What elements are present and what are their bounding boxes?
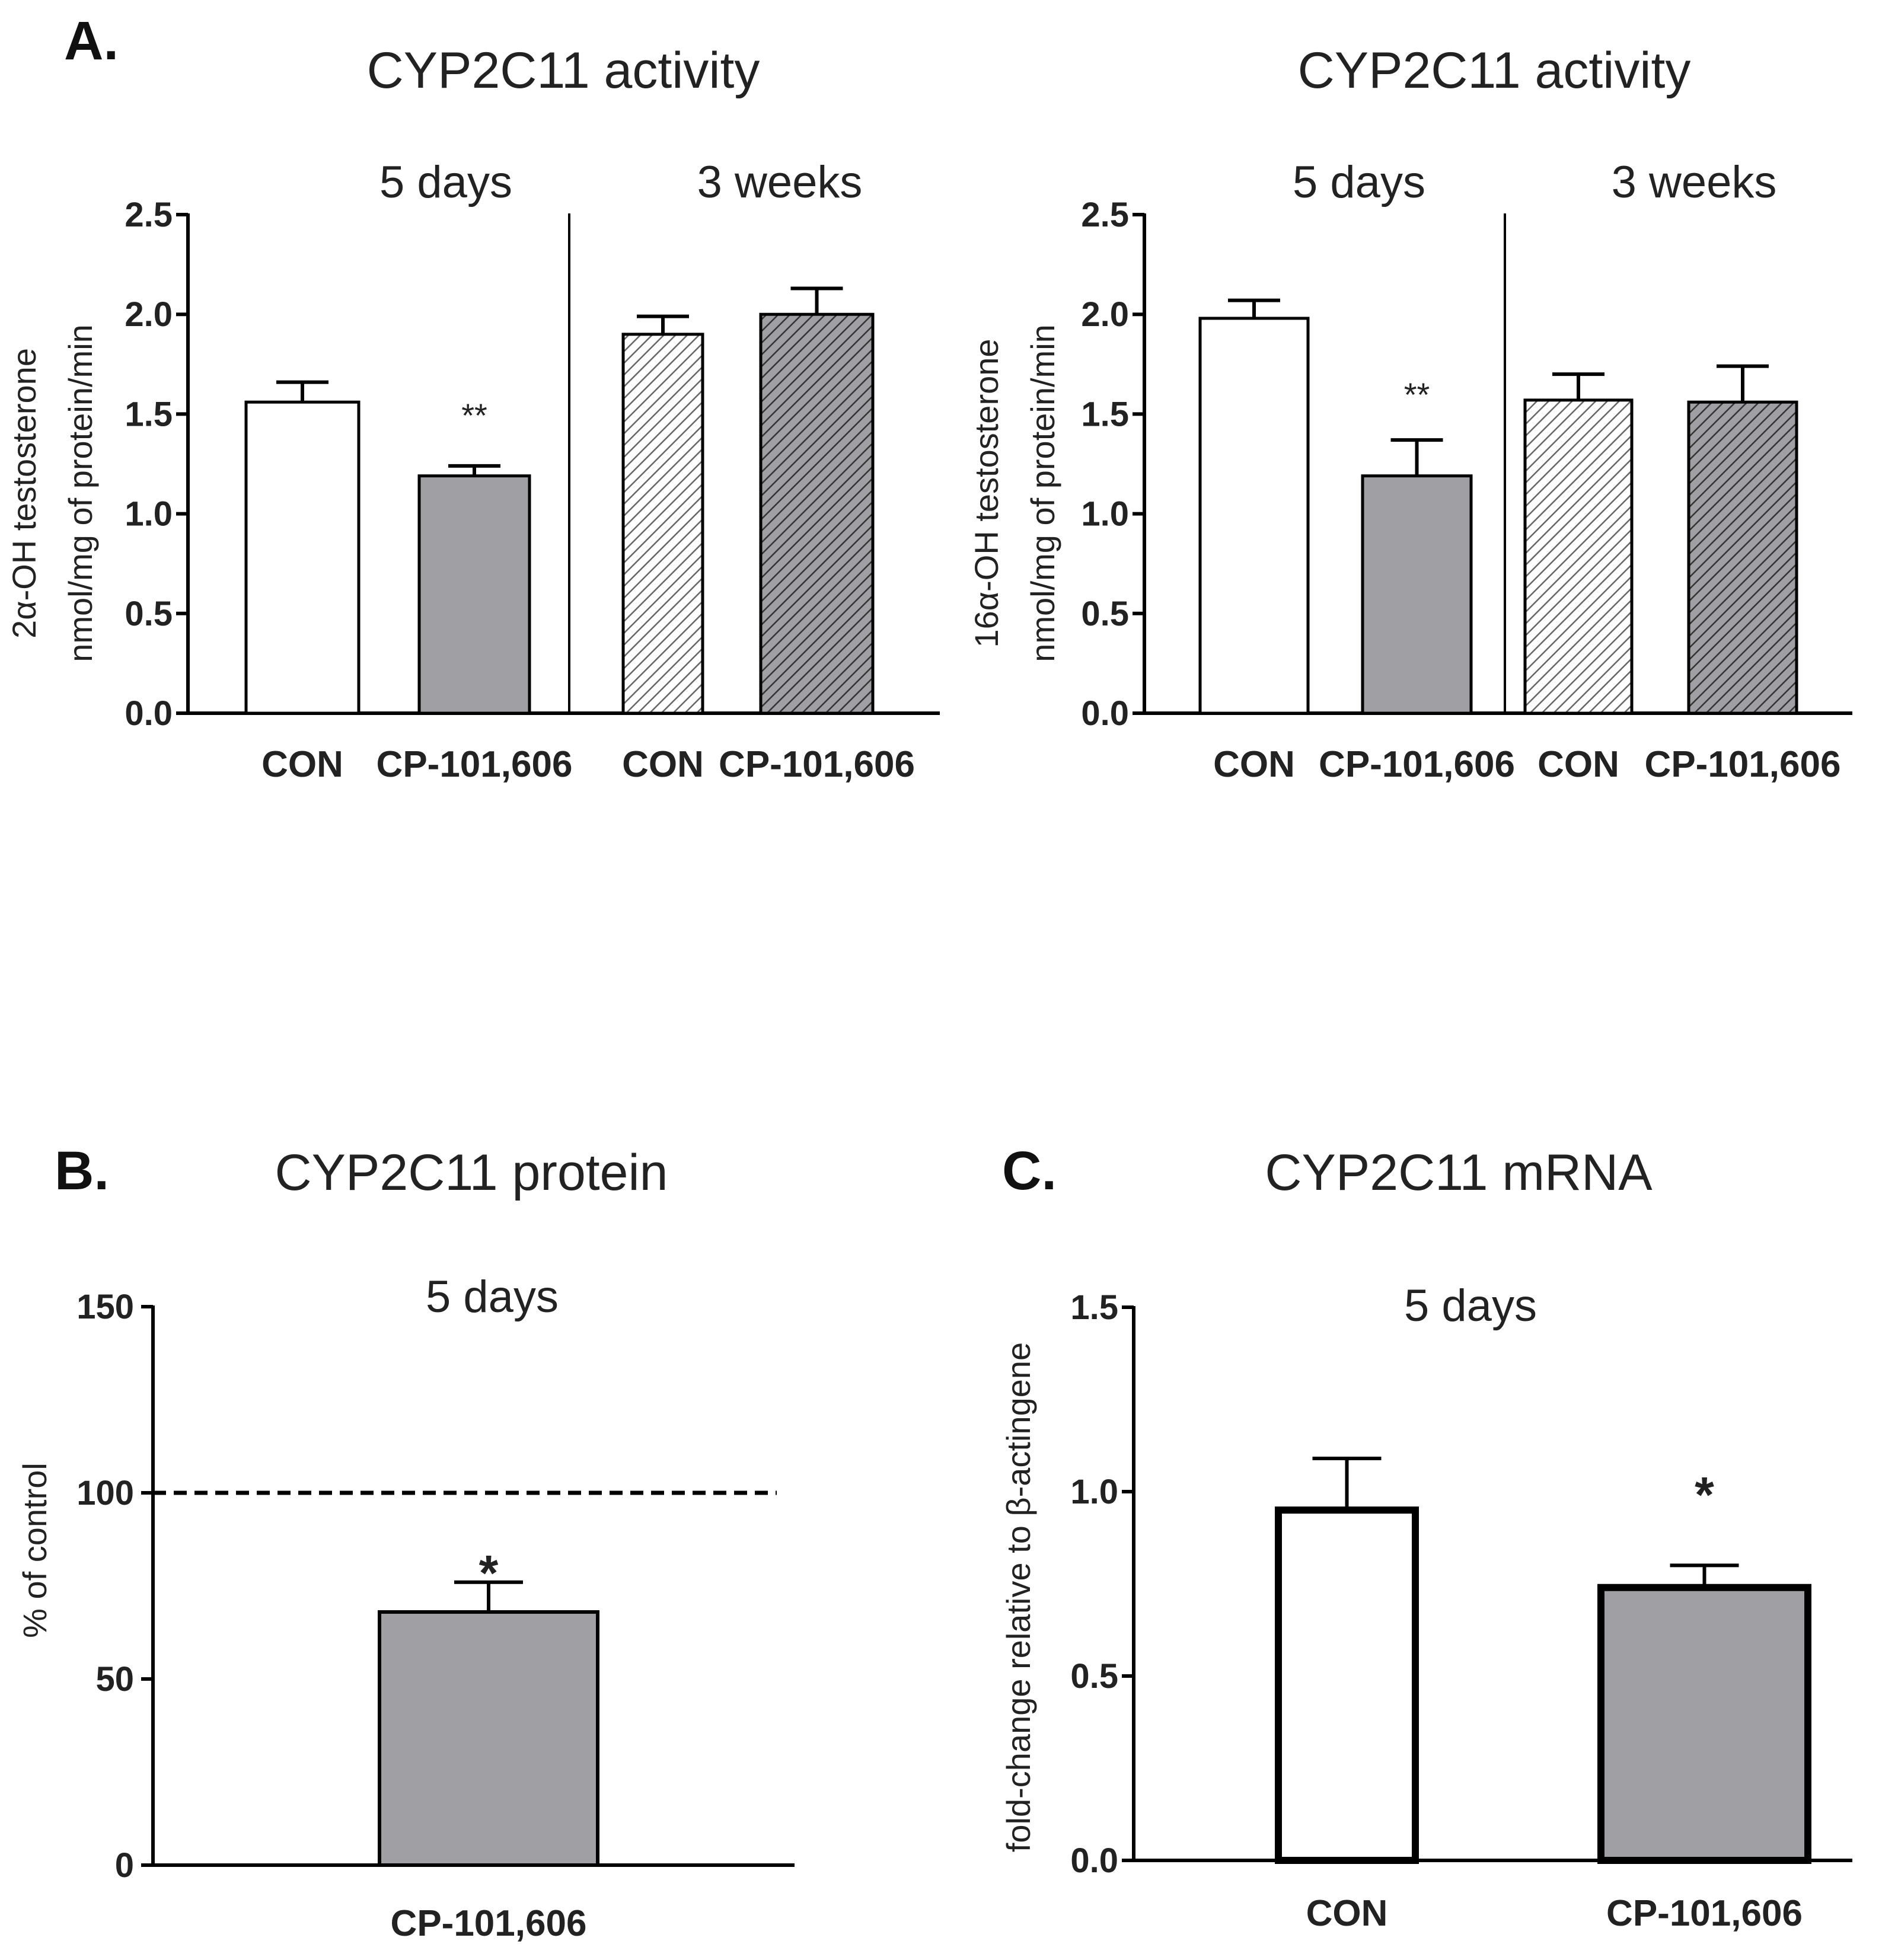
chart-a1-significance-marker: ** <box>461 397 487 434</box>
chart-c: CYP2C11 mRNA 5 days fold-change relative… <box>1000 1144 1852 1934</box>
chart-a2-y-tick-label: 0.5 <box>1081 595 1129 633</box>
chart-b-y-tick-label: 0 <box>115 1846 134 1885</box>
chart-a1-bar <box>417 474 531 715</box>
chart-b-group-label: 5 days <box>426 1272 559 1322</box>
chart-c-category-label: CP-101,606 <box>1606 1893 1803 1934</box>
chart-a2-y-tick-label: 1.5 <box>1081 395 1129 433</box>
chart-a1-bar <box>244 400 361 715</box>
chart-c-bar <box>1275 1506 1419 1865</box>
chart-c-group-label: 5 days <box>1404 1281 1537 1331</box>
chart-a2-bar <box>1687 400 1798 715</box>
chart-a1-category-label: CP-101,606 <box>377 744 573 785</box>
chart-a2-y-tick-label: 2.0 <box>1081 295 1129 334</box>
chart-b-plot: 0 50 100 150 CP-101,606 * <box>76 1288 795 1944</box>
chart-b-bar <box>378 1610 599 1867</box>
chart-b-significance-marker: * <box>479 1545 499 1601</box>
chart-c-y-tick-label: 1.0 <box>1070 1473 1118 1511</box>
chart-a1-category-label: CON <box>622 744 704 785</box>
chart-a2-group-label-0: 5 days <box>1293 157 1425 208</box>
chart-a2-bar <box>1361 474 1473 715</box>
chart-c-plot: 0.0 0.5 1.0 1.5 CON CP-101,606 * <box>1070 1288 1852 1934</box>
chart-b-y-tick-label: 50 <box>95 1660 134 1699</box>
chart-a1-y-tick-label: 1.0 <box>125 495 173 534</box>
chart-a1-title: CYP2C11 activity <box>367 42 760 99</box>
chart-a1-group-label-1: 3 weeks <box>697 157 863 208</box>
chart-a2-title: CYP2C11 activity <box>1298 42 1691 99</box>
chart-c-ylabel: fold-change relative to β-actingene <box>1000 1342 1037 1852</box>
chart-c-title: CYP2C11 mRNA <box>1265 1144 1653 1201</box>
chart-a1-y-tick-label: 0.5 <box>125 595 173 633</box>
chart-a2-category-label: CON <box>1537 744 1619 785</box>
chart-a1-plot: 0.0 0.5 1.0 1.5 2.0 2.5 CON CP-101,606 ** CON CP-1… <box>125 196 940 785</box>
chart-a2-category-label: CP-101,606 <box>1645 744 1841 785</box>
chart-c-category-label: CON <box>1306 1893 1388 1934</box>
chart-b-category-label: CP-101,606 <box>391 1903 587 1944</box>
chart-b: CYP2C11 protein 5 days % of control 0 50 1… <box>16 1144 795 1944</box>
chart-a1-category-label: CON <box>261 744 343 785</box>
chart-a1-bar <box>621 333 704 715</box>
chart-a1-ylabel-line-1: 2α-OH testosterone <box>5 348 43 639</box>
chart-a1-y-tick-label: 2.5 <box>125 196 173 234</box>
panel-letter-b: B. <box>55 1141 109 1201</box>
chart-a1-y-tick-label: 1.5 <box>125 395 173 433</box>
chart-c-y-tick-label: 1.5 <box>1070 1288 1118 1327</box>
chart-a1: CYP2C11 activity 5 days 3 weeks 2α-OH te… <box>5 42 940 785</box>
chart-a2-bar <box>1523 398 1634 715</box>
chart-a1-ylabel-line-2: nmol/mg of protein/min <box>62 324 99 662</box>
chart-c-y-tick-label: 0.5 <box>1070 1657 1118 1696</box>
chart-c-y-tick-label: 0.0 <box>1070 1841 1118 1880</box>
chart-a2-y-tick-label: 2.5 <box>1081 196 1129 234</box>
chart-a2-bar <box>1198 317 1310 715</box>
chart-b-title: CYP2C11 protein <box>275 1144 668 1201</box>
chart-b-y-tick-label: 100 <box>76 1474 134 1512</box>
chart-a2-ylabel-line-1: 16α-OH testosterone <box>968 339 1005 647</box>
chart-a1-bar <box>759 312 875 715</box>
panel-letter-a: A. <box>64 11 119 71</box>
chart-a2-ylabel-line-2: nmol/mg of protein/min <box>1024 324 1061 662</box>
chart-b-ylabel: % of control <box>16 1463 53 1638</box>
chart-a1-y-tick-label: 2.0 <box>125 295 173 334</box>
chart-a2: CYP2C11 activity 5 days 3 weeks 16α-OH t… <box>968 42 1852 785</box>
chart-c-bar <box>1597 1584 1811 1864</box>
chart-a2-category-label: CP-101,606 <box>1319 744 1515 785</box>
chart-a2-group-label-1: 3 weeks <box>1612 157 1777 208</box>
chart-a1-y-tick-label: 0.0 <box>125 694 173 733</box>
chart-c-significance-marker: * <box>1695 1467 1714 1522</box>
chart-a2-plot: 0.0 0.5 1.0 1.5 2.0 2.5 CON CP-101,606 ** CON CP-1… <box>1081 196 1852 785</box>
chart-a2-category-label: CON <box>1213 744 1295 785</box>
chart-a2-y-tick-label: 0.0 <box>1081 694 1129 733</box>
chart-a1-group-label-0: 5 days <box>379 157 512 208</box>
panel-letter-c: C. <box>1002 1141 1057 1201</box>
chart-a1-category-label: CP-101,606 <box>719 744 915 785</box>
chart-a2-significance-marker: ** <box>1404 376 1430 413</box>
chart-b-y-tick-label: 150 <box>76 1288 134 1326</box>
chart-a2-y-tick-label: 1.0 <box>1081 495 1129 534</box>
